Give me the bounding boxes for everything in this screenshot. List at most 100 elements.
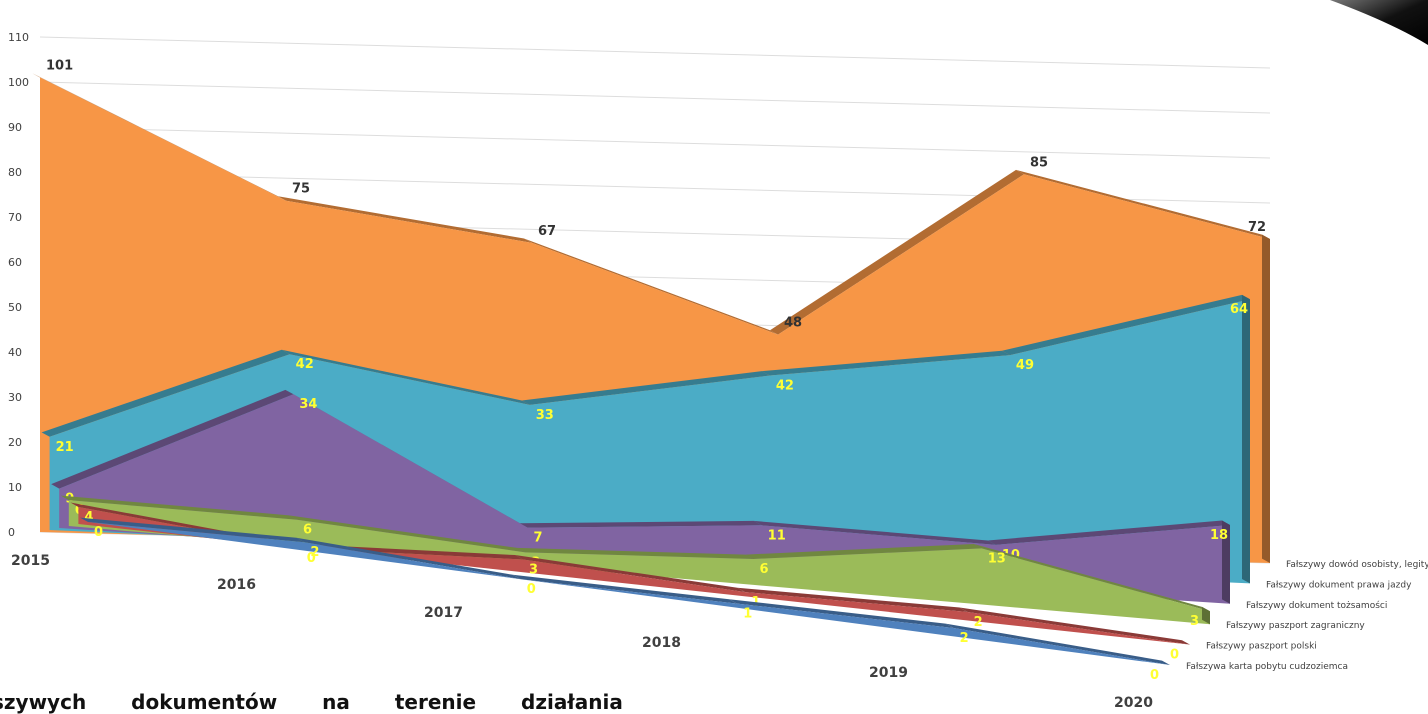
area-top-edge (987, 520, 1230, 545)
area-top-edge (1001, 294, 1250, 356)
data-label: 75 (292, 182, 310, 197)
y-tick-label: 30 (8, 391, 22, 404)
legend-entry: Fałszywy paszport polski (1206, 642, 1317, 652)
data-label: 3 (529, 562, 538, 577)
x-tick-label: 2019 (869, 665, 908, 681)
area-top-edge (745, 544, 982, 559)
data-label: 2 (310, 545, 319, 560)
x-tick-label: 2015 (11, 553, 50, 569)
x-tick-label: 2017 (424, 605, 463, 621)
area-top-edge (519, 520, 762, 528)
area-side (1242, 294, 1250, 584)
corner-decoration (1330, 0, 1428, 45)
data-label: 21 (56, 440, 74, 455)
area-top-edge (770, 169, 1024, 335)
data-label: 6 (303, 523, 312, 538)
data-label: 11 (768, 528, 786, 543)
area-top-edge (60, 495, 298, 520)
data-label: 13 (988, 551, 1006, 566)
data-label: 0 (527, 582, 536, 597)
legend: Fałszywy dowód osobisty, legitymacja Fałs… (1186, 559, 1428, 672)
area-top-edge (973, 544, 1210, 612)
data-label: 42 (776, 379, 794, 394)
y-tick-label: 50 (8, 301, 22, 314)
data-label: 49 (1016, 358, 1034, 373)
data-label: 48 (784, 316, 802, 331)
area-top-edge (80, 517, 305, 543)
series-4: 6636133 (60, 495, 1210, 629)
gridline (39, 81, 1271, 114)
data-label: 18 (1210, 528, 1228, 543)
data-label: 0 (1150, 668, 1159, 683)
data-label: 6 (760, 562, 769, 577)
y-tick-label: 0 (8, 526, 15, 539)
y-tick-label: 90 (8, 121, 22, 134)
area-side (1222, 520, 1230, 604)
y-tick-label: 100 (8, 76, 29, 89)
data-label: 42 (296, 357, 314, 372)
y-tick-label: 110 (8, 31, 29, 44)
gridline (39, 126, 1271, 159)
area-top-edge (289, 515, 526, 553)
area-face (78, 506, 1190, 645)
area-top-edge (761, 350, 1010, 376)
area-top-edge (521, 371, 770, 405)
legend-entry: Fałszywy dokument prawa jazdy (1266, 580, 1412, 590)
area-top-edge (729, 599, 954, 628)
area-side (1202, 606, 1210, 625)
area-top-edge (296, 537, 521, 580)
legend-entry: Fałszywy dowód osobisty, legitymacja (1286, 559, 1428, 570)
data-label: 0 (94, 525, 103, 540)
area-top-edge (737, 587, 968, 612)
y-tick-label: 40 (8, 346, 22, 359)
x-tick-label: 2018 (642, 635, 681, 651)
area-top-edge (753, 520, 996, 545)
y-tick-label: 20 (8, 436, 22, 449)
area-top-edge (945, 623, 1170, 665)
data-label: 72 (1248, 220, 1266, 235)
data-label: 3 (1190, 614, 1199, 629)
area-top-edge (524, 238, 778, 335)
data-label: 2 (960, 631, 969, 646)
area-top-edge (517, 547, 754, 559)
area-top-edge (51, 389, 294, 489)
x-tick-label: 2016 (217, 577, 256, 593)
data-label: 67 (538, 224, 556, 239)
area-top-edge (959, 607, 1190, 645)
area-top-edge (278, 196, 532, 243)
area-top-edge (281, 349, 530, 405)
series-layer: 1017567488572214233424964934711101866361… (32, 59, 1270, 683)
legend-entry: Fałszywa karta pobytu cudzoziemca (1186, 662, 1348, 672)
y-tick-label: 80 (8, 166, 22, 179)
area-top-edge (512, 574, 738, 604)
area-side (1262, 234, 1270, 563)
y-axis-ticks: 0 10 20 30 40 50 60 70 80 90 100 110 (8, 31, 29, 539)
area-face (68, 500, 1210, 625)
y-tick-label: 70 (8, 211, 22, 224)
area-top-edge (41, 349, 290, 437)
legend-entry: Fałszywy paszport zagraniczny (1226, 621, 1365, 631)
data-label: 7 (534, 531, 543, 546)
area-face (88, 522, 1170, 665)
data-label: 0 (1170, 648, 1179, 663)
data-label: 1 (743, 607, 752, 622)
area-top-edge (515, 555, 746, 593)
y-tick-label: 10 (8, 481, 22, 494)
data-label: 64 (1230, 302, 1248, 317)
y-tick-label: 60 (8, 256, 22, 269)
data-label: 2 (974, 615, 983, 630)
data-label: 0 (307, 551, 316, 566)
data-label: 101 (46, 59, 73, 74)
caption-text: szywych dokumentów na terenie działania (0, 690, 623, 714)
x-tick-label: 2020 (1114, 695, 1153, 711)
data-label: 33 (536, 408, 554, 423)
area-top-edge (32, 73, 286, 201)
legend-entry: Fałszywy dokument tożsamości (1246, 600, 1387, 611)
data-label: 4 (84, 510, 93, 525)
gridline (39, 36, 1271, 69)
data-label: 85 (1030, 155, 1048, 170)
area-top-edge (1016, 169, 1270, 239)
